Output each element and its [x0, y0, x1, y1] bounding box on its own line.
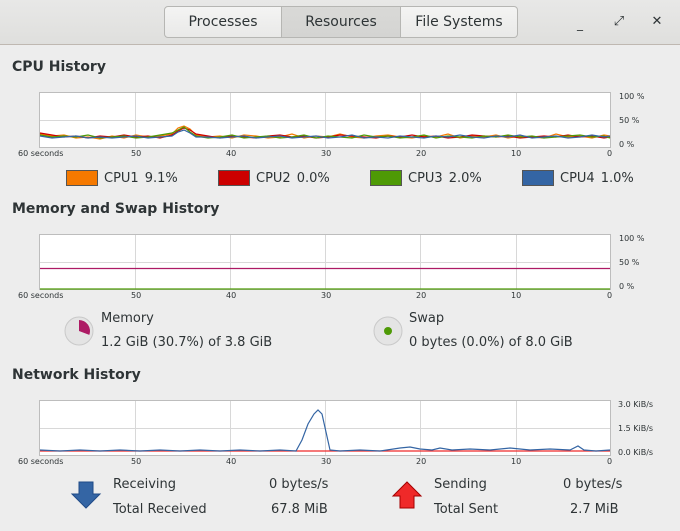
memory-pie-slice: [79, 320, 90, 335]
sending-arrow-icon[interactable]: [391, 480, 423, 510]
sending-label: Sending: [434, 477, 487, 492]
swap-value: 0 bytes (0.0%) of 8.0 GiB: [409, 335, 573, 350]
x-tick: 40: [226, 291, 236, 300]
cpu3-value: 2.0%: [448, 170, 482, 186]
x-tick: 10: [511, 149, 521, 158]
cpu3-legend: CPU3 2.0%: [370, 169, 482, 187]
y-tick: 50 %: [619, 116, 640, 125]
close-icon[interactable]: ✕: [651, 14, 663, 29]
x-tick: 20: [416, 149, 426, 158]
y-tick: 0 %: [619, 140, 635, 149]
total-sent-label: Total Sent: [434, 502, 499, 517]
x-tick: 0: [607, 457, 612, 466]
x-tick: 30: [321, 291, 331, 300]
cpu4-legend: CPU4 1.0%: [522, 169, 634, 187]
cpu2-value: 0.0%: [296, 170, 330, 186]
view-switcher: Processes Resources File Systems: [164, 6, 518, 38]
total-received-label: Total Received: [113, 502, 207, 517]
memory-grid: [40, 235, 610, 289]
x-tick: 40: [226, 149, 236, 158]
x-tick: 20: [416, 291, 426, 300]
cpu-y-ticks: 100 % 50 % 0 %: [619, 92, 645, 149]
x-tick: 60 seconds: [18, 291, 63, 300]
y-tick: 0 %: [619, 282, 635, 291]
tab-file-systems[interactable]: File Systems: [401, 6, 518, 38]
y-tick: 1.5 KiB/s: [618, 424, 653, 433]
x-tick: 0: [607, 291, 612, 300]
receiving-line: [39, 409, 611, 452]
y-tick: 0.0 KiB/s: [618, 448, 653, 457]
network-y-ticks: 3.0 KiB/s 1.5 KiB/s 0.0 KiB/s: [618, 400, 653, 457]
y-tick: 100 %: [619, 234, 645, 243]
network-x-ticks: 60 seconds 50 40 30 20 10 0: [18, 457, 612, 466]
cpu-x-ticks: 60 seconds 50 40 30 20 10 0: [18, 149, 612, 158]
x-tick: 40: [226, 457, 236, 466]
cpu4-value: 1.0%: [600, 170, 634, 186]
network-graph: 3.0 KiB/s 1.5 KiB/s 0.0 KiB/s 60 seconds…: [18, 400, 653, 466]
cpu2-color-swatch[interactable]: [218, 170, 250, 186]
tab-resources[interactable]: Resources: [282, 6, 401, 38]
cpu1-legend: CPU1 9.1%: [66, 169, 178, 187]
cpu1-value: 9.1%: [144, 170, 178, 186]
cpu-graph: 100 % 50 % 0 % 60 seconds 50 40 30 20 10…: [18, 92, 645, 158]
y-tick: 100 %: [619, 92, 645, 101]
y-tick: 50 %: [619, 258, 640, 267]
memory-pie-icon[interactable]: [64, 316, 94, 346]
minimize-icon[interactable]: _: [577, 17, 583, 31]
cpu3-color-swatch[interactable]: [370, 170, 402, 186]
maximize-icon[interactable]: ⤢: [613, 14, 625, 29]
receiving-arrow-icon[interactable]: [70, 480, 102, 510]
swap-label: Swap: [409, 311, 445, 326]
cpu-lines: [39, 125, 611, 140]
receiving-label: Receiving: [113, 477, 177, 492]
x-tick: 50: [131, 149, 141, 158]
x-tick: 20: [416, 457, 426, 466]
x-tick: 0: [607, 149, 612, 158]
cpu-history-title: CPU History: [12, 59, 106, 75]
memory-history-title: Memory and Swap History: [12, 201, 220, 217]
cpu3-label: CPU3: [408, 170, 443, 186]
memory-graph: 100 % 50 % 0 % 60 seconds 50 40 30 20 10…: [18, 234, 645, 300]
cpu2-label: CPU2: [256, 170, 291, 186]
swap-pie-icon[interactable]: [373, 316, 403, 346]
total-received-value: 67.8 MiB: [271, 502, 328, 517]
network-history-title: Network History: [12, 367, 141, 383]
header-bar: Processes Resources File Systems _ ⤢ ✕: [0, 0, 680, 45]
receiving-rate: 0 bytes/s: [269, 477, 329, 492]
tab-processes[interactable]: Processes: [164, 6, 282, 38]
memory-x-ticks: 60 seconds 50 40 30 20 10 0: [18, 291, 612, 300]
cpu4-label: CPU4: [560, 170, 595, 186]
x-tick: 60 seconds: [18, 457, 63, 466]
y-tick: 3.0 KiB/s: [618, 400, 653, 409]
total-sent-value: 2.7 MiB: [570, 502, 619, 517]
x-tick: 10: [511, 457, 521, 466]
x-tick: 30: [321, 149, 331, 158]
cpu4-color-swatch[interactable]: [522, 170, 554, 186]
memory-y-ticks: 100 % 50 % 0 %: [619, 234, 645, 291]
x-tick: 50: [131, 291, 141, 300]
memory-value: 1.2 GiB (30.7%) of 3.8 GiB: [101, 335, 273, 350]
x-tick: 10: [511, 291, 521, 300]
x-tick: 60 seconds: [18, 149, 63, 158]
cpu1-label: CPU1: [104, 170, 139, 186]
cpu1-color-swatch[interactable]: [66, 170, 98, 186]
cpu2-legend: CPU2 0.0%: [218, 169, 330, 187]
x-tick: 50: [131, 457, 141, 466]
memory-label: Memory: [101, 311, 154, 326]
x-tick: 30: [321, 457, 331, 466]
sending-rate: 0 bytes/s: [563, 477, 623, 492]
